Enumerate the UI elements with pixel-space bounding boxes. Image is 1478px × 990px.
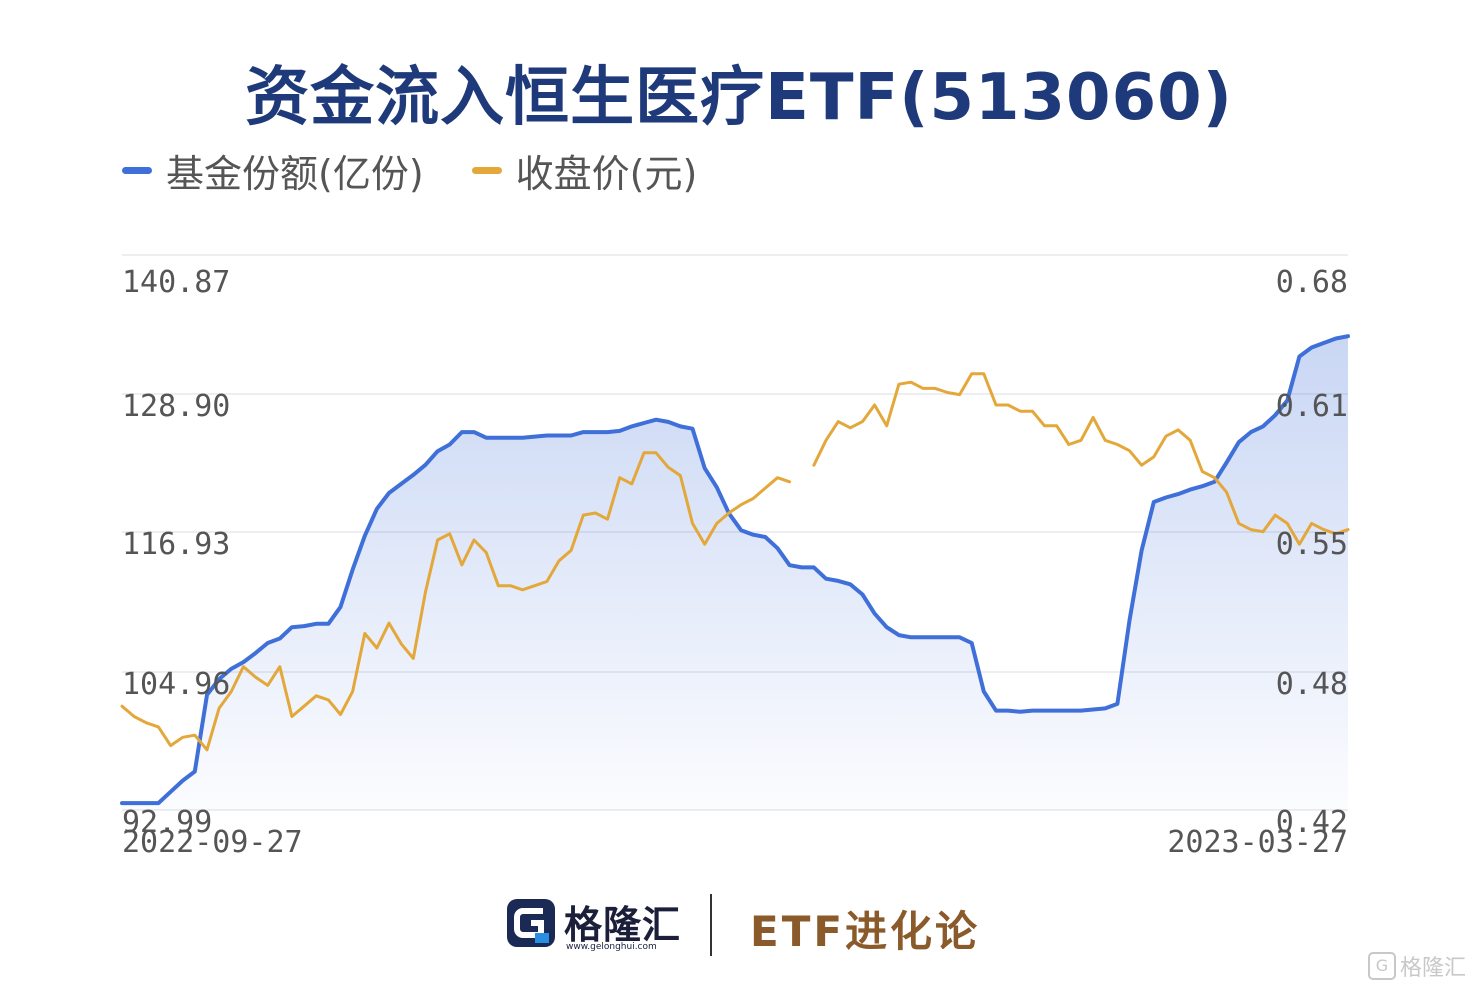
legend-label-close-price: 收盘价(元) [515,151,698,196]
legend-label-fund-shares: 基金份额(亿份) [166,151,424,196]
legend: 基金份额(亿份) 收盘价(元) [122,143,745,198]
y-left-tick-4: 92.99 [122,805,212,840]
x-tick-end: 2023-03-27 [1167,825,1348,860]
gelonghui-logo-icon [507,899,555,947]
series-line-close-price-0 [120,451,792,752]
legend-swatch-close-price [471,166,502,174]
watermark-logo-icon: G [1367,952,1396,980]
y-left-tick-1: 128.90 [122,389,230,424]
etf-brand: ETF进化论 [750,907,981,956]
series-line-fund-shares-0 [120,334,1350,806]
legend-item-fund-shares[interactable]: 基金份额(亿份) [122,143,424,198]
watermark-text: 格隆汇 [1399,956,1466,981]
legend-item-close-price[interactable]: 收盘价(元) [471,143,698,198]
x-tick-start: 2022-09-27 [122,825,303,860]
brand-url: www.gelonghui.com [566,942,657,952]
area-layer [122,336,1348,810]
y-right-tick-2: 0.55 [1276,527,1348,562]
y-left-tick-0: 140.87 [122,265,230,300]
y-right-tick-3: 0.48 [1276,667,1348,702]
y-right-tick-1: 0.61 [1276,389,1348,424]
line-layer [120,334,1350,806]
series-area-0-0 [122,336,1348,810]
brand-name: 格隆汇 [564,903,682,947]
y-left-tick-2: 116.93 [122,527,230,562]
footer: 格隆汇 www.gelonghui.com ETF进化论 [0,892,1478,962]
footer-divider [710,894,712,956]
y-right-tick-4: 0.42 [1276,805,1348,840]
legend-swatch-fund-shares [122,166,152,174]
y-right-tick-0: 0.68 [1276,265,1348,300]
line-chart: 140.87 128.90 116.93 104.96 92.99 0.68 0.61 0.5… [120,254,1350,860]
axis-labels: 140.87 128.90 116.93 104.96 92.99 0.68 0.61 0.5… [122,265,1348,860]
y-left-tick-3: 104.96 [122,667,230,702]
watermark: G 格隆汇 [1367,950,1466,982]
chart-title: 资金流入恒生医疗ETF(513060) [245,61,1233,135]
series-line-close-price-1 [812,372,1350,546]
